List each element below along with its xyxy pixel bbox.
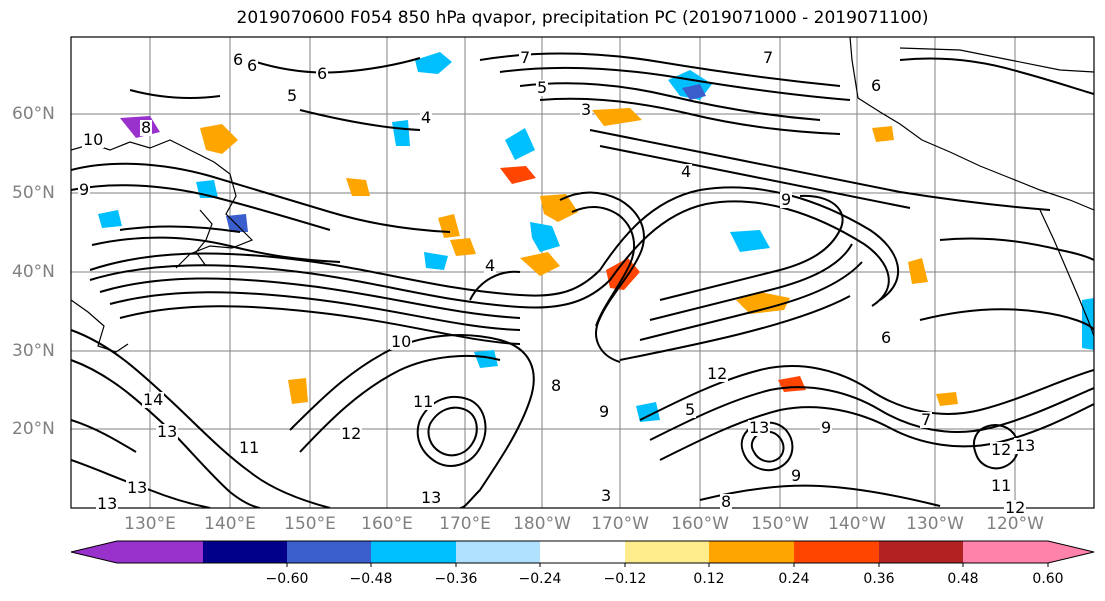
colorbar-tick-label: −0.60 [265, 571, 309, 587]
colorbar-segment [456, 541, 540, 563]
colorbar-segment [709, 541, 794, 563]
lon-label-150e: 150°E [284, 514, 336, 534]
lat-label-20n: 20°N [12, 419, 55, 439]
contour-label: 4 [680, 162, 693, 181]
contour-label: 13 [420, 488, 443, 507]
contour-label: 11 [412, 392, 435, 411]
lon-label-130w: 130°W [906, 514, 964, 534]
map-frame [70, 36, 1095, 509]
contour-label: 11 [238, 438, 261, 457]
colorbar-tick-label: −0.36 [434, 571, 478, 587]
contour-label: 12 [340, 424, 363, 443]
coastlines [71, 37, 1094, 353]
contour-label: 7 [762, 48, 775, 67]
contour-label: 9 [780, 190, 793, 209]
contour-label: 9 [598, 402, 611, 421]
contour-label: 4 [484, 256, 497, 275]
contour-label: 6 [246, 56, 259, 75]
figure-title: 2019070600 F054 850 hPa qvapor, precipit… [236, 8, 929, 28]
lat-label-50n: 50°N [12, 183, 55, 203]
lon-label-140e: 140°E [204, 514, 256, 534]
colorbar-segment [879, 541, 963, 563]
lon-label-170e: 170°E [439, 514, 491, 534]
contour-label: 12 [706, 364, 729, 383]
contour-label: 8 [140, 118, 153, 137]
colorbar-segment [203, 541, 287, 563]
contour-label: 13 [96, 494, 119, 513]
colorbar-outline [70, 540, 1095, 564]
colorbar-segment [117, 541, 203, 563]
lat-label-60n: 60°N [12, 104, 55, 124]
contour-label: 13 [156, 422, 179, 441]
contour-label: 9 [820, 418, 833, 437]
colorbar-segment [625, 541, 709, 563]
contour-label: 11 [990, 476, 1013, 495]
contour-label: 3 [600, 486, 613, 505]
contour-label: 14 [142, 390, 165, 409]
colorbar-tick-label: 0.36 [863, 571, 895, 587]
contour-label: 5 [286, 86, 299, 105]
contour-label: 7 [920, 410, 933, 429]
colorbar-extend-max [1048, 541, 1094, 563]
contour-label: 6 [232, 50, 245, 69]
contour-label: 9 [790, 466, 803, 485]
contour-label: 6 [880, 328, 893, 347]
colorbar-tick-label: −0.24 [518, 571, 562, 587]
lon-label-170w: 170°W [591, 514, 649, 534]
contour-label: 13 [1014, 436, 1037, 455]
precip-patches [98, 52, 1094, 422]
colorbar-tick-label: 0.24 [778, 571, 810, 587]
lon-label-160e: 160°E [361, 514, 413, 534]
colorbar-tick-label: 0.12 [693, 571, 725, 587]
contour-label: 10 [82, 130, 105, 149]
contour-label: 5 [536, 78, 549, 97]
colorbar-segment [287, 541, 371, 563]
contour-label: 6 [316, 64, 329, 83]
contour-label: 13 [126, 478, 149, 497]
lon-label-140w: 140°W [828, 514, 886, 534]
colorbar-tick-label: 0.48 [947, 571, 979, 587]
contour-label: 12 [1004, 498, 1027, 517]
colorbar-tick-label: −0.48 [349, 571, 393, 587]
lon-label-130e: 130°E [124, 514, 176, 534]
contour-label: 9 [78, 180, 91, 199]
colorbar-segment [963, 541, 1048, 563]
lon-label-180w: 180°W [513, 514, 571, 534]
contour-label: 4 [420, 108, 433, 127]
contour-label: 3 [580, 100, 593, 119]
colorbar-tick-label: −0.12 [603, 571, 647, 587]
lon-label-120w: 120°W [986, 514, 1044, 534]
lon-label-160w: 160°W [671, 514, 729, 534]
colorbar-extend-min [71, 541, 117, 563]
contour-label: 7 [519, 48, 532, 67]
qvapor-contours [71, 52, 1094, 508]
contour-label: 8 [720, 492, 733, 511]
contour-label: 12 [990, 440, 1013, 459]
colorbar-segment [794, 541, 879, 563]
contour-label: 10 [390, 332, 413, 351]
lat-label-40n: 40°N [12, 262, 55, 282]
lat-label-30n: 30°N [12, 341, 55, 361]
contour-label: 5 [684, 400, 697, 419]
colorbar-segment [371, 541, 456, 563]
contour-label: 6 [870, 76, 883, 95]
contour-label: 13 [748, 418, 771, 437]
contour-label: 8 [550, 376, 563, 395]
colorbar-segment [540, 541, 625, 563]
lon-label-150w: 150°W [751, 514, 809, 534]
colorbar-tick-label: 0.60 [1032, 571, 1064, 587]
